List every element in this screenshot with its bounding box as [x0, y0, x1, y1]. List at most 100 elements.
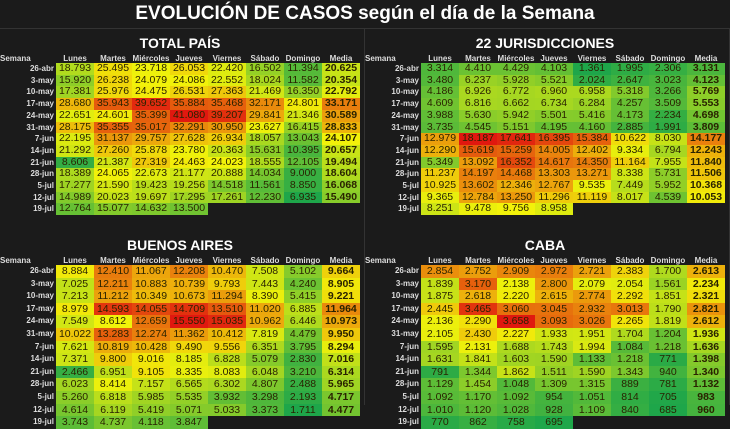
- value-cell: 2.234: [649, 109, 687, 122]
- value-cell: 781: [649, 378, 687, 391]
- value-cell: 1.631: [421, 353, 459, 366]
- table-row: 26-abr 18.793 25.495 23.718 26.053 22.420 16.5…: [0, 62, 360, 75]
- column-header: Viernes: [212, 53, 242, 63]
- value-cell: 25.495: [94, 62, 132, 75]
- value-cell: 10.622: [611, 133, 649, 145]
- value-cell: 20.023: [94, 191, 132, 204]
- media-cell: 4.477: [322, 403, 360, 417]
- value-cell: 5.419: [132, 403, 170, 417]
- value-cell: 22.195: [56, 133, 94, 145]
- value-cell: 2.193: [284, 390, 322, 404]
- table-row: 24-may 22.651 24.601 35.399 41.080 39.207 29.8…: [0, 109, 360, 122]
- value-cell: 1.933: [535, 327, 573, 341]
- value-cell: 15.619: [459, 144, 497, 157]
- value-cell: 15.631: [246, 144, 284, 157]
- value-cell: 27.363: [208, 86, 246, 99]
- value-cell: 5.102: [284, 265, 322, 278]
- value-cell: 13.602: [459, 179, 497, 192]
- value-cell: 1.819: [649, 315, 687, 328]
- value-cell: 17.295: [170, 191, 208, 204]
- table-row: 28-jun 6.023 8.414 7.157 6.565 6.302 4.807 2.48…: [0, 378, 360, 391]
- table-row: 19-jul 12.764 15.077 14.632 13.500: [0, 203, 360, 216]
- value-cell: 1.048: [497, 378, 535, 391]
- value-cell: 3.170: [459, 277, 497, 291]
- media-cell: 14.177: [687, 133, 725, 145]
- value-cell: 1.170: [459, 390, 497, 404]
- column-header: Miércoles: [497, 255, 535, 265]
- value-cell: 11.582: [284, 74, 322, 87]
- value-cell: 2.292: [611, 290, 649, 303]
- value-cell: 6.284: [573, 97, 611, 110]
- value-cell: 2.932: [573, 302, 611, 316]
- value-cell: 5.731: [649, 168, 687, 181]
- media-cell: 1.132: [687, 378, 725, 391]
- value-cell: 21.387: [94, 156, 132, 169]
- value-cell: 1.092: [421, 390, 459, 404]
- value-cell: 6.734: [535, 97, 573, 110]
- column-header: Miércoles: [497, 53, 535, 63]
- value-cell: 13.283: [94, 327, 132, 341]
- value-cell: 5.318: [611, 86, 649, 99]
- value-cell: 3.093: [535, 315, 573, 328]
- value-cell: 16.352: [497, 156, 535, 169]
- value-cell: 26.934: [208, 133, 246, 145]
- table-row: 21-jun 791 1.344 1.862 1.511 1.590 1.343 940 1.3…: [365, 365, 725, 379]
- value-cell: 9.016: [132, 353, 170, 366]
- value-cell: 14.468: [497, 168, 535, 181]
- media-cell: 4.717: [322, 390, 360, 404]
- value-cell: 16.350: [284, 86, 322, 99]
- value-cell: 24.601: [94, 109, 132, 122]
- column-header: Media: [329, 53, 353, 63]
- media-cell: 20.657: [322, 144, 360, 157]
- table-row: 5-jul 17.277 21.590 19.423 19.256 14.518 11.56…: [0, 179, 360, 192]
- week-label: 5-jul: [37, 181, 54, 191]
- value-cell: 6.048: [246, 365, 284, 379]
- column-header: Sábado: [250, 53, 280, 63]
- table-row: 14-jun 21.292 27.260 25.878 23.780 20.363 15.6…: [0, 144, 360, 157]
- value-cell: 6.885: [284, 302, 322, 316]
- table-row: 5-jul 1.092 1.170 1.092 954 1.051 814 705 983: [365, 390, 725, 404]
- week-label: 19-jul: [33, 417, 54, 427]
- value-cell: 8.083: [208, 365, 246, 379]
- column-header: Domingo: [650, 255, 686, 265]
- value-cell: 3.298: [246, 390, 284, 404]
- column-header: Jueves: [540, 53, 568, 63]
- week-label: 12-jul: [33, 404, 54, 414]
- value-cell: 695: [535, 416, 573, 429]
- value-cell: 35.468: [208, 97, 246, 110]
- value-cell: 1.704: [611, 327, 649, 341]
- value-cell: 2.054: [611, 277, 649, 291]
- value-cell: 10.428: [132, 340, 170, 354]
- value-cell: 9.478: [459, 203, 497, 216]
- value-cell: 4.103: [535, 62, 573, 75]
- table-row: 14-jun 12.290 15.619 15.259 14.005 12.402 9.33…: [365, 144, 725, 157]
- media-cell: 16.068: [322, 179, 360, 192]
- table-row: 12-jul 14.989 20.023 19.697 17.295 17.261 12.2…: [0, 191, 360, 204]
- value-cell: 21.292: [56, 144, 94, 157]
- value-cell: 1.862: [497, 365, 535, 379]
- column-header: Media: [329, 255, 353, 265]
- table-row: 19-jul 770 862 758 695: [365, 416, 725, 429]
- value-cell: 6.023: [56, 378, 94, 391]
- value-cell: 4.173: [611, 109, 649, 122]
- value-cell: 2.383: [611, 265, 649, 278]
- value-cell: 23.627: [246, 121, 284, 134]
- week-label: 14-jun: [395, 354, 419, 364]
- value-cell: 5.535: [170, 390, 208, 404]
- media-cell: 11.506: [687, 168, 725, 181]
- value-cell: 4.160: [573, 121, 611, 134]
- week-label: 14-jun: [30, 145, 54, 155]
- media-cell: 11.840: [687, 156, 725, 169]
- week-label: 7-jun: [34, 341, 54, 351]
- value-cell: 12.410: [94, 265, 132, 278]
- value-cell: 3.045: [535, 302, 573, 316]
- value-cell: 6.960: [535, 86, 573, 99]
- value-cell: 4.737: [94, 416, 132, 429]
- value-cell: 4.479: [284, 327, 322, 341]
- media-cell: 7.016: [322, 353, 360, 366]
- media-cell: 2.234: [687, 277, 725, 291]
- value-cell: 6.565: [170, 378, 208, 391]
- value-cell: 7.443: [246, 277, 284, 291]
- value-cell: 3.988: [421, 109, 459, 122]
- value-cell: 5.521: [535, 74, 573, 87]
